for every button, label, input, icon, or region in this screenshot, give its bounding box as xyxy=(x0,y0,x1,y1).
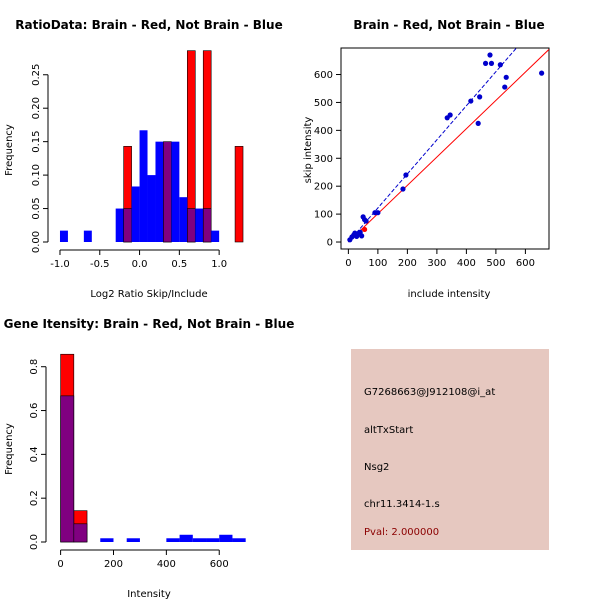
x-tick-label: 0 xyxy=(57,559,63,570)
blue-bar xyxy=(59,230,68,242)
y-tick-label: 0.15 xyxy=(31,131,42,153)
event-type: altTxStart xyxy=(364,425,414,436)
intensity-scatter: Brain - Red, Not Brain - Blue include in… xyxy=(303,18,550,300)
blue-bar xyxy=(179,534,193,542)
x-tick-label: 600 xyxy=(210,559,229,570)
x-tick-label: 0 xyxy=(345,258,351,269)
blue-bar xyxy=(195,208,204,242)
x-tick-label: -1.0 xyxy=(50,259,70,270)
scatter-title: Brain - Red, Not Brain - Blue xyxy=(353,18,544,32)
blue-bar xyxy=(179,197,188,242)
y-tick-label: 0.05 xyxy=(31,197,42,219)
y-tick-label: 0.25 xyxy=(31,64,42,86)
not-brain-point xyxy=(363,218,369,224)
overlap-bar xyxy=(187,208,196,243)
x-tick-label: 200 xyxy=(398,258,417,269)
x-tick-label: 0.0 xyxy=(132,259,148,270)
y-tick-label: 0.00 xyxy=(31,231,42,253)
overlap-bar xyxy=(123,208,132,243)
not-brain-point xyxy=(468,98,474,104)
blue-bar xyxy=(219,534,233,542)
not-brain-point xyxy=(475,120,481,126)
not-brain-point xyxy=(375,210,381,216)
p-value: Pval: 2.000000 xyxy=(364,527,440,538)
blue-bar xyxy=(126,538,140,542)
ratio-histogram-xlabel: Log2 Ratio Skip/Include xyxy=(90,289,207,300)
not-brain-fit-line xyxy=(347,48,518,243)
ratio-histogram-ylabel: Frequency xyxy=(4,124,15,176)
x-tick-label: 200 xyxy=(104,559,123,570)
intensity-histogram-title: Gene Itensity: Brain - Red, Not Brain - … xyxy=(4,317,295,331)
x-tick-label: 600 xyxy=(516,258,535,269)
not-brain-point xyxy=(477,94,483,100)
y-tick-label: 0.6 xyxy=(29,403,40,419)
y-tick-label: 200 xyxy=(314,182,333,193)
x-tick-label: 0.5 xyxy=(171,259,187,270)
x-tick-label: -0.5 xyxy=(90,259,110,270)
not-brain-point xyxy=(482,60,489,66)
y-tick-label: 0 xyxy=(327,238,333,249)
blue-bar xyxy=(83,230,92,242)
overlap-bar xyxy=(60,395,75,543)
ratio-histogram: RatioData: Brain - Red, Not Brain - Blue… xyxy=(4,18,283,300)
red-bar xyxy=(234,146,244,243)
not-brain-point xyxy=(539,70,545,76)
intensity-histogram-xlabel: Intensity xyxy=(127,589,171,600)
not-brain-point xyxy=(502,84,508,90)
not-brain-point xyxy=(488,60,495,66)
not-brain-point xyxy=(447,112,453,118)
y-tick-label: 0.8 xyxy=(29,359,40,375)
scatter-xlabel: include intensity xyxy=(408,289,491,300)
scatter-ylabel: skip intensity xyxy=(303,117,314,184)
overlap-bar xyxy=(163,141,172,243)
y-tick-label: 0.4 xyxy=(29,446,40,462)
x-tick-label: 500 xyxy=(486,258,505,269)
blue-bar xyxy=(232,538,246,542)
not-brain-point xyxy=(400,186,406,192)
probe-id: G7268663@J912108@i_at xyxy=(364,387,496,398)
not-brain-point xyxy=(403,172,409,178)
genomic-location: chr11.3414-1.s xyxy=(364,499,440,510)
y-tick-label: 400 xyxy=(314,126,333,137)
y-tick-label: 0.20 xyxy=(31,97,42,119)
gene-name: Nsg2 xyxy=(364,462,390,473)
brain-fit-line xyxy=(348,49,549,243)
x-tick-label: 300 xyxy=(427,258,446,269)
intensity-histogram: Gene Itensity: Brain - Red, Not Brain - … xyxy=(4,317,295,600)
blue-bar xyxy=(211,230,220,242)
y-tick-label: 300 xyxy=(314,154,333,165)
brain-point xyxy=(362,226,368,233)
blue-bar xyxy=(147,175,156,242)
not-brain-point xyxy=(503,74,509,80)
blue-bar xyxy=(192,538,207,542)
y-tick-label: 100 xyxy=(314,210,333,221)
y-tick-label: 600 xyxy=(314,70,333,81)
blue-bar xyxy=(155,141,164,242)
intensity-histogram-ylabel: Frequency xyxy=(4,423,15,475)
x-tick-label: 1.0 xyxy=(211,259,227,270)
blue-bar xyxy=(206,538,220,542)
x-tick-label: 100 xyxy=(368,258,387,269)
not-brain-point xyxy=(497,62,503,68)
not-brain-point xyxy=(487,52,493,58)
x-tick-label: 400 xyxy=(157,559,176,570)
ratio-histogram-title: RatioData: Brain - Red, Not Brain - Blue xyxy=(15,18,282,32)
y-tick-label: 500 xyxy=(314,98,333,109)
x-tick-label: 400 xyxy=(457,258,476,269)
overlap-bar xyxy=(73,523,88,543)
not-brain-point xyxy=(359,233,365,239)
blue-bar xyxy=(131,186,140,242)
blue-bar xyxy=(171,141,180,242)
overlap-bar xyxy=(202,208,212,243)
blue-bar xyxy=(166,538,180,542)
probe-info-panel: G7268663@J912108@i_at altTxStart Nsg2 ch… xyxy=(351,349,549,550)
y-tick-label: 0.10 xyxy=(31,164,42,186)
blue-bar xyxy=(100,538,114,542)
blue-bar xyxy=(115,208,124,242)
y-tick-label: 0.0 xyxy=(29,534,40,550)
y-tick-label: 0.2 xyxy=(29,490,40,506)
blue-bar xyxy=(139,130,148,242)
